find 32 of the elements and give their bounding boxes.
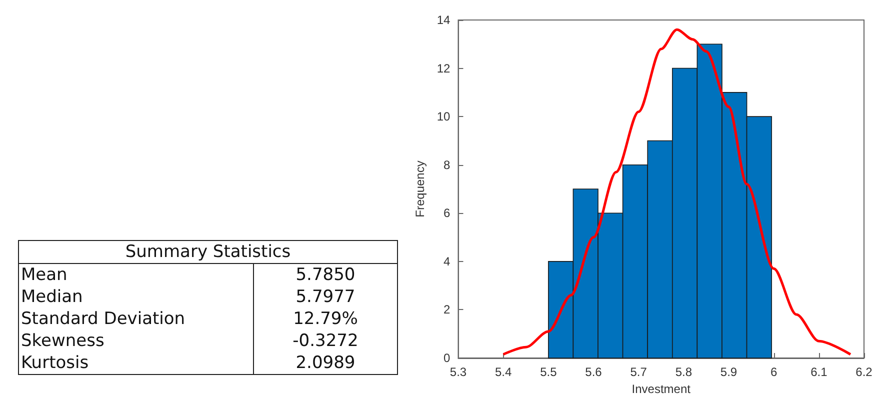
y-tick-label: 8 (444, 158, 451, 172)
x-tick-label: 5.6 (585, 365, 602, 379)
text: 5.7977 (296, 287, 356, 307)
text: Summary Statistics (18, 240, 398, 264)
x-tick-label: 6.1 (810, 365, 828, 379)
category-label: Median (18, 286, 254, 308)
category-label: Mean (18, 264, 254, 286)
text: 2.0989 (296, 353, 356, 373)
y-tick-label: 10 (436, 110, 451, 124)
y-axis-title: Frequency (413, 160, 427, 218)
text: 5.7850 (296, 265, 356, 285)
text: -0.3272 (292, 331, 358, 351)
x-tick-label: 6 (770, 365, 778, 379)
x-tick-label: 5.9 (720, 365, 738, 379)
y-tick-label: 4 (444, 254, 451, 268)
category-label: Standard Deviation (18, 308, 254, 330)
x-tick-label: 5.5 (540, 365, 558, 379)
y-tick-label: 2 (444, 302, 451, 317)
category-label: Kurtosis (18, 352, 254, 374)
y-tick-label: 12 (436, 61, 451, 76)
category-label: Skewness (18, 330, 254, 352)
x-tick-label: 5.3 (450, 365, 467, 379)
x-tick-label: 5.4 (494, 365, 512, 379)
y-tick-label: 6 (444, 206, 451, 220)
y-tick-label: 14 (436, 13, 451, 27)
x-tick-label: 6.2 (856, 365, 873, 379)
x-tick-label: 5.7 (630, 365, 648, 379)
x-tick-label: 5.8 (675, 365, 692, 379)
text: 12.79% (293, 309, 358, 329)
line-series (502, 28, 852, 356)
x-axis-title: Investment (632, 382, 692, 396)
y-tick-label: 0 (444, 351, 451, 365)
